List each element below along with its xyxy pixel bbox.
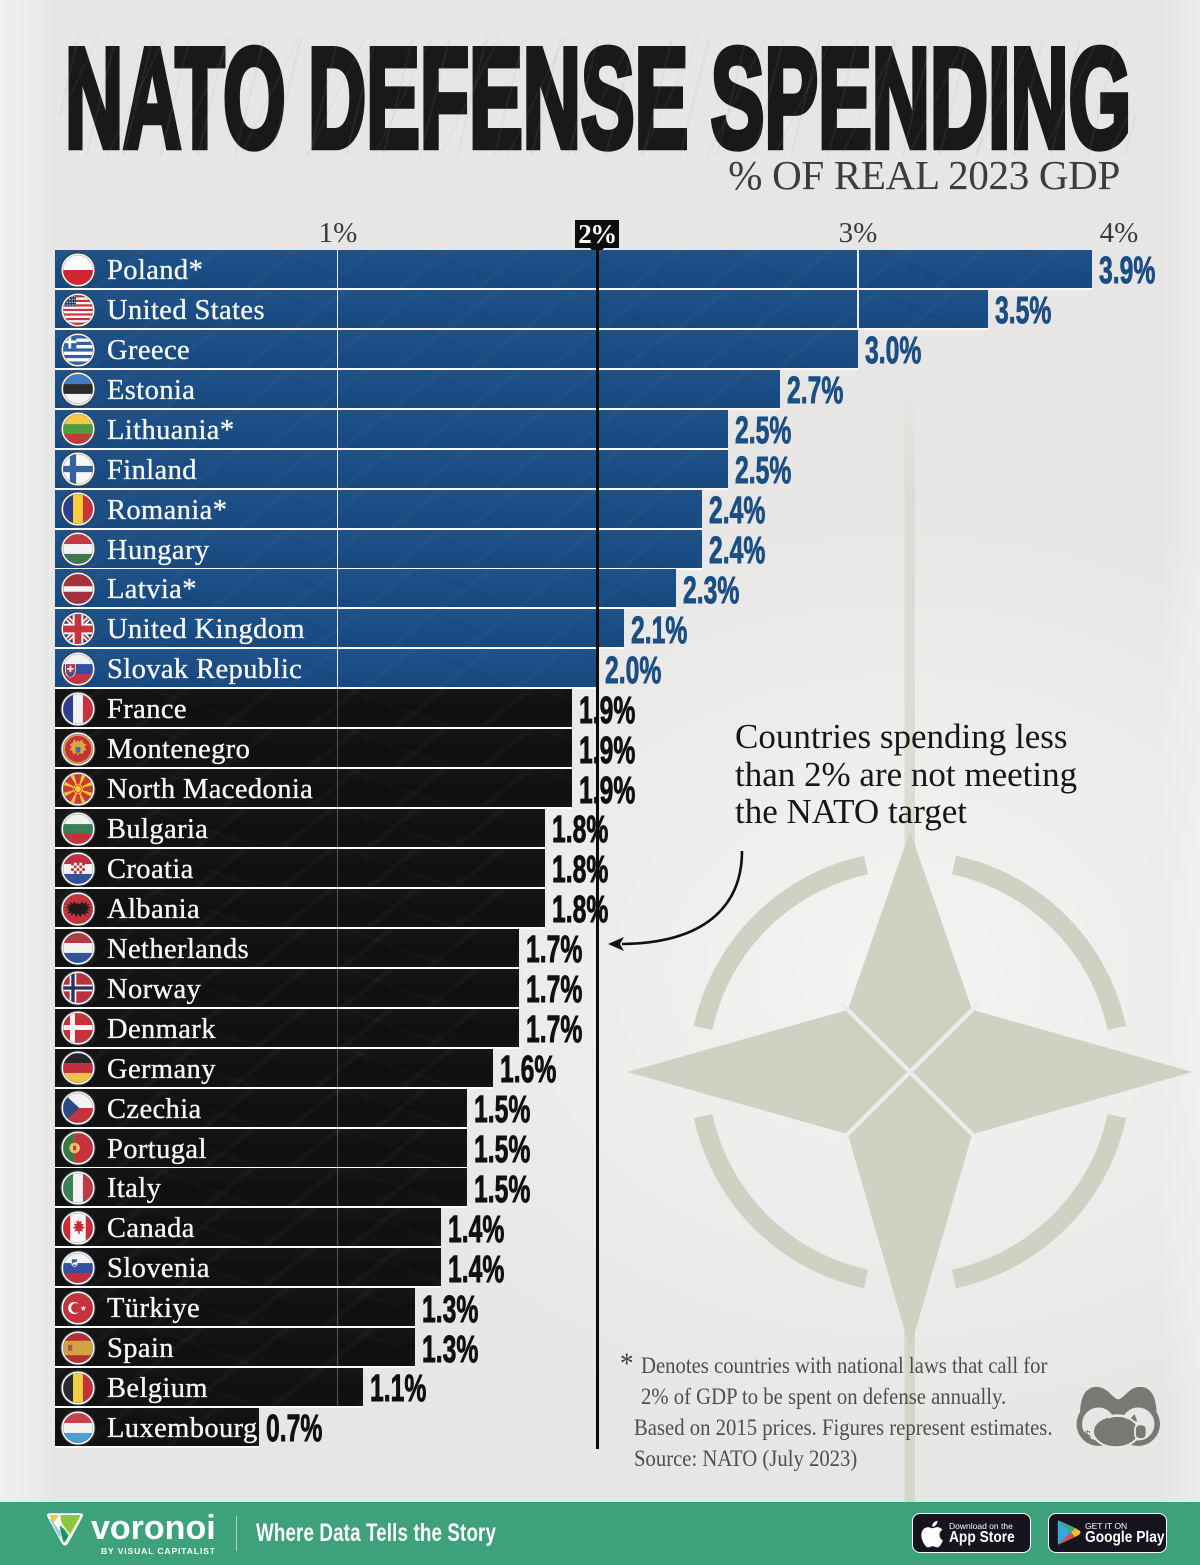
svg-text:$: $ <box>1084 1429 1091 1444</box>
